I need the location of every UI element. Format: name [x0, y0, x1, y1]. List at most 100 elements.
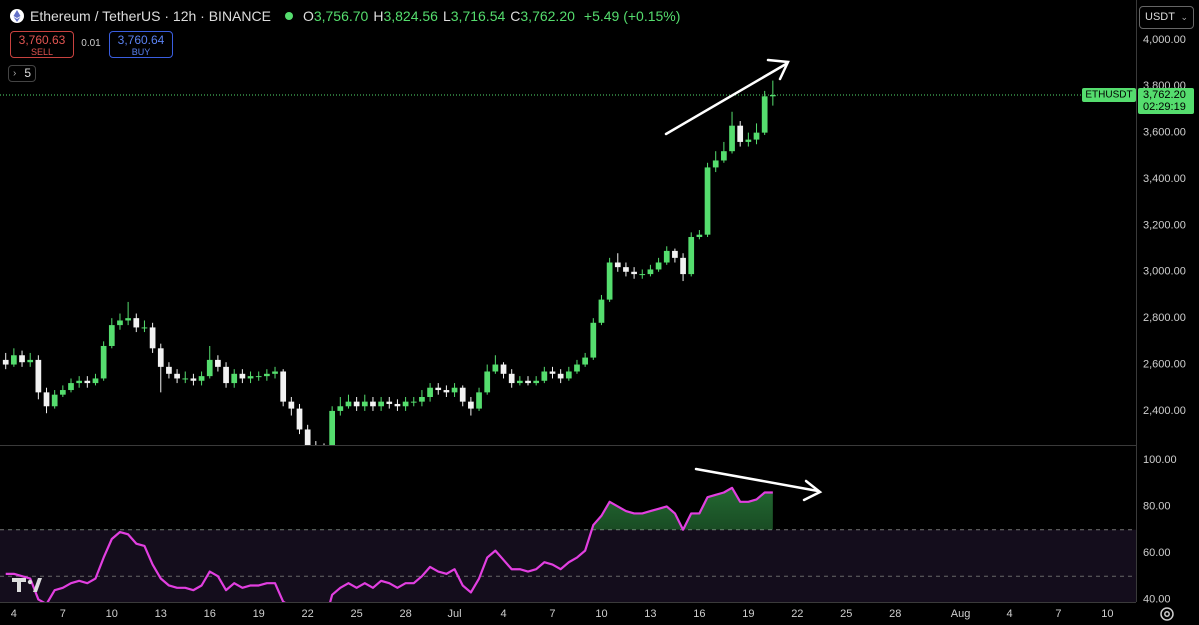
chevron: ›: [13, 68, 17, 79]
candle-body: [190, 378, 197, 381]
candle-body: [11, 355, 17, 365]
candle-body: [606, 262, 613, 300]
candle-body: [688, 236, 695, 275]
trend-arrow: [664, 58, 790, 136]
buy-button[interactable]: 3,760.64 BUY: [109, 31, 173, 58]
candle-body: [59, 390, 66, 395]
candle-body: [753, 132, 760, 140]
buy-price: 3,760.64: [117, 33, 165, 47]
candle-body: [598, 299, 605, 323]
rsi-pane: [0, 486, 1136, 602]
x-tick-label: 4: [1006, 608, 1012, 620]
settings-icon[interactable]: [1160, 607, 1174, 621]
candle-body: [247, 376, 254, 379]
candle-body: [541, 371, 548, 381]
x-tick-label: 19: [253, 608, 265, 620]
symbol-title[interactable]: Ethereum / TetherUS · 12h · BINANCE: [30, 8, 271, 24]
x-tick-label: 10: [595, 608, 607, 620]
candle-body: [43, 392, 50, 407]
candle-body: [313, 446, 319, 448]
candle-body: [239, 373, 246, 379]
x-tick-label: 16: [204, 608, 216, 620]
candle-body: [92, 378, 99, 384]
candle-body: [68, 383, 74, 391]
candle-body: [704, 167, 711, 235]
ohlc-key: O: [302, 8, 314, 24]
y-tick-label: 2,600.00: [1143, 358, 1186, 370]
candle-body: [435, 387, 442, 391]
candle-body: [51, 394, 58, 407]
candle-body: [639, 274, 646, 276]
ohlc-value: 3,716.54: [450, 8, 506, 24]
candle-body: [149, 327, 156, 349]
y-tick-label: 3,600.00: [1143, 127, 1186, 139]
candle-body: [680, 257, 686, 275]
candle-body: [565, 371, 572, 379]
ohlc-value: 3,824.56: [383, 8, 438, 24]
candle-body: [272, 371, 278, 374]
rsi-line: [5, 486, 773, 602]
candle-body: [231, 373, 238, 384]
spread: 0.01: [81, 38, 101, 49]
y-tick-label: 3,200.00: [1143, 219, 1186, 231]
candle-body: [76, 380, 83, 384]
symbol-tag: [1082, 88, 1136, 103]
candle-body: [280, 371, 287, 402]
sell-button[interactable]: 3,760.63 SELL: [10, 31, 74, 58]
x-tick-label: 25: [351, 608, 363, 620]
indicators-count: 5: [24, 66, 31, 80]
candle-body: [459, 387, 466, 402]
candle-body: [549, 371, 556, 374]
candle-body: [427, 387, 433, 397]
candle-body: [84, 380, 91, 384]
x-tick-label: 13: [155, 608, 167, 620]
candle-body: [157, 348, 164, 367]
y-tick-label: 80.00: [1143, 500, 1171, 512]
sell-price: 3,760.63: [18, 33, 66, 47]
candle-body: [361, 401, 368, 407]
candle-body: [182, 378, 189, 380]
candle-body: [631, 271, 637, 275]
y-tick-label: 100.00: [1143, 454, 1177, 466]
candle-body: [737, 125, 744, 142]
candle-body: [614, 262, 621, 268]
sell-label: SELL: [30, 47, 54, 57]
price-tag: [1138, 88, 1194, 115]
candle-body: [402, 401, 409, 407]
candle-body: [451, 387, 458, 393]
candle-body: [370, 401, 376, 407]
symbol-logo: [10, 9, 24, 23]
chevron: ⌄: [1180, 12, 1188, 22]
rsi-arrow: [694, 467, 823, 502]
y-tick-label: 2,800.00: [1143, 312, 1186, 324]
candle-body: [337, 406, 344, 411]
candle-body: [166, 366, 172, 374]
candle-body: [345, 401, 352, 407]
candle-body: [582, 357, 588, 365]
candle-body: [394, 403, 401, 407]
x-tick-label: 22: [791, 608, 803, 620]
candle-body: [117, 320, 123, 326]
countdown: 02:29:19: [1143, 101, 1186, 113]
candle-body: [133, 318, 140, 328]
candle-body: [329, 410, 336, 445]
y-tick-label: 2,400.00: [1143, 405, 1186, 417]
candle-body: [206, 359, 213, 377]
candle-body: [476, 392, 482, 409]
indicators-toggle[interactable]: › 5: [8, 65, 36, 82]
y-tick-label: 40.00: [1143, 593, 1171, 605]
candle-body: [745, 139, 752, 142]
currency-select[interactable]: USDT ⌄: [1139, 6, 1194, 29]
status-dot: [284, 12, 293, 20]
candle-body: [215, 359, 221, 367]
candle-body: [508, 373, 515, 384]
candle-body: [443, 390, 450, 393]
ohlc-key: L: [442, 8, 451, 24]
candle-body: [386, 401, 393, 404]
x-tick-label: 13: [644, 608, 656, 620]
candle-body: [761, 96, 768, 133]
candle-body: [419, 396, 425, 402]
candle-body: [304, 429, 311, 445]
candle-body: [296, 408, 303, 430]
y-tick-label: 3,400.00: [1143, 173, 1186, 185]
